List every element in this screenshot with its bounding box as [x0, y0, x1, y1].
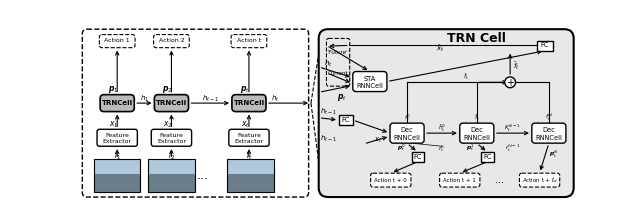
Text: Current: Current [328, 71, 348, 76]
Text: Action 2: Action 2 [159, 38, 184, 43]
Text: Extractor: Extractor [234, 139, 264, 144]
Text: $h_{t-1}$: $h_{t-1}$ [319, 106, 337, 117]
FancyBboxPatch shape [154, 95, 189, 112]
Text: $\hat{f}_t$: $\hat{f}_t$ [474, 112, 480, 123]
FancyBboxPatch shape [83, 29, 308, 197]
Text: $\boldsymbol{p}_t$: $\boldsymbol{p}_t$ [337, 92, 347, 103]
Text: Action t: Action t [237, 38, 261, 43]
FancyBboxPatch shape [319, 29, 573, 197]
Text: FC: FC [342, 117, 350, 123]
Text: $x_2$: $x_2$ [163, 119, 172, 130]
FancyBboxPatch shape [151, 129, 191, 146]
Text: $\hat{h}_t^0$: $\hat{h}_t^0$ [438, 123, 446, 134]
FancyBboxPatch shape [532, 123, 566, 143]
Text: Dec: Dec [543, 127, 556, 133]
Bar [227, 159, 274, 174]
Text: Dec: Dec [401, 127, 413, 133]
FancyBboxPatch shape [231, 34, 267, 48]
Text: $x_1$: $x_1$ [109, 119, 118, 130]
Text: $h_t$: $h_t$ [324, 59, 332, 69]
Bar [94, 159, 140, 174]
Text: Action t + $\ell_d$: Action t + $\ell_d$ [522, 175, 557, 185]
Text: TRNCell: TRNCell [102, 100, 132, 106]
Text: $\boldsymbol{p}_2$: $\boldsymbol{p}_2$ [163, 84, 173, 95]
Text: 'Future': 'Future' [328, 50, 348, 55]
Text: +: + [506, 78, 514, 88]
Text: $x_t$: $x_t$ [374, 136, 382, 145]
FancyBboxPatch shape [97, 129, 138, 146]
Text: $\hat{f}_t$: $\hat{f}_t$ [463, 72, 469, 82]
FancyBboxPatch shape [371, 173, 411, 187]
Text: RNNCell: RNNCell [394, 135, 420, 140]
Text: RNNCell: RNNCell [356, 83, 383, 89]
Text: FC: FC [541, 42, 549, 48]
Text: $h_t$: $h_t$ [271, 94, 280, 104]
Text: RNNCell: RNNCell [463, 135, 490, 140]
Text: $x_t$: $x_t$ [241, 119, 250, 130]
Text: Feature: Feature [105, 133, 129, 138]
Text: TRNCell: TRNCell [234, 100, 264, 106]
Text: FC: FC [483, 154, 492, 160]
Text: $h_{t-1}$: $h_{t-1}$ [202, 94, 219, 104]
Text: $\bar{x}_t$: $\bar{x}_t$ [436, 43, 445, 54]
Text: FC: FC [413, 154, 422, 160]
Text: $I_t$: $I_t$ [246, 150, 252, 162]
Text: Extractor: Extractor [157, 139, 186, 144]
Bar [339, 115, 353, 125]
FancyBboxPatch shape [353, 71, 387, 92]
Text: $\boldsymbol{p}_t^{f_d}$: $\boldsymbol{p}_t^{f_d}$ [548, 148, 558, 160]
Bar [481, 152, 494, 162]
Text: $f_t^0$: $f_t^0$ [404, 112, 410, 123]
Circle shape [505, 77, 516, 88]
FancyBboxPatch shape [100, 95, 134, 112]
Bar [94, 174, 140, 192]
FancyBboxPatch shape [440, 173, 480, 187]
Text: ...: ... [196, 169, 209, 182]
Text: TRN Cell: TRN Cell [447, 32, 506, 45]
Text: Extractor: Extractor [102, 139, 132, 144]
Bar [94, 159, 140, 192]
Text: $\boldsymbol{p}_t$: $\boldsymbol{p}_t$ [240, 84, 250, 95]
Text: TRNCell: TRNCell [156, 100, 187, 106]
Bar [537, 41, 553, 51]
Text: $\boldsymbol{p}_t^1$: $\boldsymbol{p}_t^1$ [467, 142, 475, 153]
Text: Action t + 1: Action t + 1 [444, 178, 476, 183]
Text: ...: ... [495, 175, 504, 185]
Bar [227, 159, 274, 192]
Text: $I_1$: $I_1$ [114, 150, 121, 162]
Bar [148, 174, 195, 192]
Bar [148, 159, 195, 192]
Bar [412, 152, 424, 162]
Bar [148, 159, 195, 174]
FancyBboxPatch shape [232, 95, 266, 112]
FancyBboxPatch shape [520, 173, 560, 187]
Text: $\bar{f}_t$: $\bar{f}_t$ [513, 60, 520, 72]
Text: Action t + 0: Action t + 0 [374, 178, 407, 183]
Text: $h_{t-1}$: $h_{t-1}$ [319, 134, 337, 144]
Text: $\boldsymbol{p}_t^0$: $\boldsymbol{p}_t^0$ [397, 142, 405, 153]
FancyBboxPatch shape [99, 34, 135, 48]
Text: Feature: Feature [159, 133, 184, 138]
Text: $f_t^{f_d}$: $f_t^{f_d}$ [545, 112, 553, 123]
Text: RNNCell: RNNCell [536, 135, 563, 140]
Text: STA: STA [364, 75, 376, 82]
FancyBboxPatch shape [229, 129, 269, 146]
Text: Action 1: Action 1 [104, 38, 130, 43]
Text: $r_t^0$: $r_t^0$ [438, 143, 445, 154]
Text: $r_t^{f_d-1}$: $r_t^{f_d-1}$ [505, 143, 520, 154]
Text: Feature: Feature [237, 133, 261, 138]
FancyBboxPatch shape [460, 123, 494, 143]
Text: Dec: Dec [470, 127, 483, 133]
Text: $K_t^{f_d-1}$: $K_t^{f_d-1}$ [504, 123, 521, 134]
FancyBboxPatch shape [154, 34, 189, 48]
FancyBboxPatch shape [390, 123, 424, 143]
Text: $h_1$: $h_1$ [140, 94, 149, 104]
Bar [227, 174, 274, 192]
Text: $\boldsymbol{p}_1$: $\boldsymbol{p}_1$ [108, 84, 118, 95]
Text: $I_2$: $I_2$ [168, 150, 175, 162]
